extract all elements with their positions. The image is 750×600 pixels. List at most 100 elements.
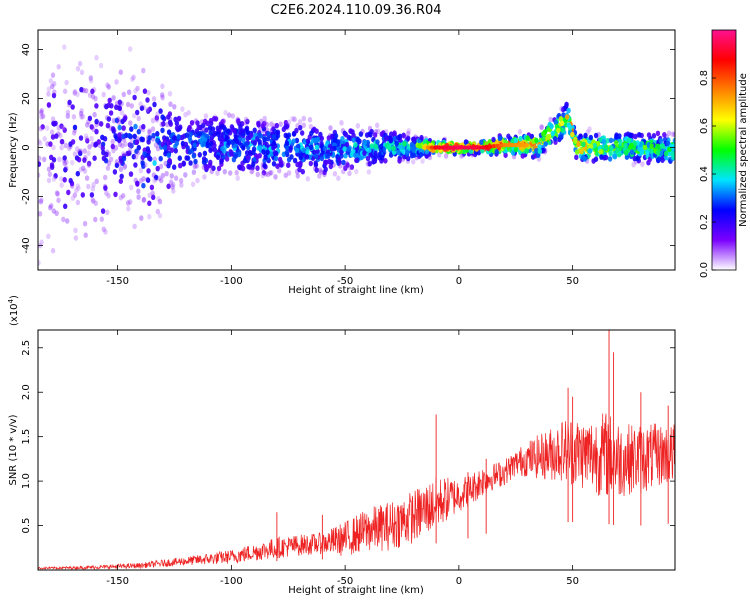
spectrogram-cell xyxy=(230,139,235,146)
spectrogram-cell xyxy=(92,111,97,118)
spectrogram-cell xyxy=(587,148,592,154)
spectrogram-cell xyxy=(263,154,268,160)
spectrogram-cell xyxy=(139,215,144,221)
spectrogram-cell xyxy=(629,149,635,155)
spectrogram-cell xyxy=(91,198,96,204)
spectrogram-cell xyxy=(56,125,61,131)
spectrogram-cell xyxy=(581,141,586,148)
spectrogram-cell xyxy=(345,162,350,168)
spectrogram-cell xyxy=(116,119,122,126)
spectrogram-cell xyxy=(210,126,216,132)
spectrogram-cell xyxy=(608,150,613,157)
spectrogram-cell xyxy=(201,159,207,165)
spectrogram-cell xyxy=(96,139,102,145)
spectrogram-cell xyxy=(79,86,84,93)
spectrogram-cell xyxy=(666,130,672,136)
spectrogram-cell xyxy=(107,97,112,104)
figure-title: C2E6.2024.110.09.36.R04 xyxy=(270,3,441,18)
spectrogram-cell xyxy=(152,101,157,108)
spectrogram-cell xyxy=(147,200,152,207)
y-tick-label: 2.5 xyxy=(21,340,32,356)
spectrogram-cell xyxy=(243,141,249,147)
spectrogram-cell xyxy=(537,148,543,154)
spectrogram-cell xyxy=(240,128,245,134)
spectrogram-cell xyxy=(603,154,609,161)
spectrogram-cell xyxy=(224,156,230,162)
spectrogram-cell xyxy=(133,162,138,168)
spectrogram-cell xyxy=(365,155,371,162)
spectrogram-cell xyxy=(355,123,361,129)
spectrogram-cell xyxy=(133,88,138,94)
spectrogram-cell xyxy=(149,184,155,191)
spectrogram-cell xyxy=(298,124,303,131)
spectrogram-cell xyxy=(105,165,111,171)
spectrogram-cell xyxy=(349,164,355,170)
y-tick-label: 40 xyxy=(21,43,32,56)
spectrogram-cell xyxy=(174,140,179,147)
spectrogram-cell xyxy=(132,94,137,101)
spectrogram-cell xyxy=(319,155,325,162)
spectrogram-cell xyxy=(47,171,53,178)
spectrogram-cell xyxy=(348,128,353,134)
spectrogram-cell xyxy=(75,146,80,152)
spectrogram-cell xyxy=(592,142,597,149)
spectrogram-cell xyxy=(173,175,179,181)
spectrogram-cell xyxy=(166,152,171,159)
spectrogram-cell xyxy=(135,181,140,187)
spectrogram-cell xyxy=(662,132,667,138)
spectrogram-cell xyxy=(167,157,172,164)
spectrogram-cell xyxy=(341,159,346,166)
spectrogram-cell xyxy=(284,123,289,130)
spectrogram-cell xyxy=(366,169,371,175)
spectrogram-cell xyxy=(106,84,112,90)
spectrogram-cell xyxy=(377,151,382,158)
spectrogram-cell xyxy=(271,145,276,151)
spectrogram-cell xyxy=(294,147,300,154)
spectrogram-cell xyxy=(151,132,156,139)
spectrogram-ridge-cell xyxy=(466,145,471,150)
y-tick-label: -20 xyxy=(21,188,32,204)
spectrogram-cell xyxy=(459,153,464,160)
spectrogram-cell xyxy=(125,200,131,206)
spectrogram-cell xyxy=(145,97,150,103)
snr-x-ticks: -150 -100 -50 0 50 xyxy=(106,330,579,587)
spectrogram-cell xyxy=(437,151,442,158)
spectrogram-cell xyxy=(201,164,207,171)
spectrogram-cell xyxy=(196,124,201,131)
spectrogram-cell xyxy=(103,185,108,191)
spectrogram-cell xyxy=(123,141,128,147)
spectrogram-ridge-cell xyxy=(429,145,435,150)
spectrogram-cell xyxy=(295,161,300,168)
spectrogram-cell xyxy=(145,106,150,113)
spectrogram-cell xyxy=(46,233,51,240)
spectrogram-cell xyxy=(138,101,143,107)
spectrogram-cell xyxy=(54,190,60,196)
spectrogram-cell xyxy=(513,146,519,153)
spectrogram-cell xyxy=(277,156,283,163)
spectrogram-cell xyxy=(383,158,388,164)
spectrogram-cell xyxy=(114,79,119,85)
spectrogram-cell xyxy=(162,144,168,151)
spectrogram-cell xyxy=(534,137,539,144)
spectrogram-cell xyxy=(404,134,409,141)
spectrogram-cell xyxy=(89,135,94,142)
spectrogram-cell xyxy=(83,133,89,139)
spectrogram-cell xyxy=(157,175,162,182)
snr-series xyxy=(38,330,675,570)
spectrogram-cell xyxy=(97,142,102,148)
spectrogram-cell xyxy=(50,72,56,78)
spectrogram-cell xyxy=(114,104,119,111)
spectrogram-cell xyxy=(573,138,578,144)
spectrogram-cell xyxy=(671,154,675,161)
spectrogram-panel: -150 -100 -50 0 50 -40 -20 0 20 40 Height of str… xyxy=(8,29,676,296)
spectrogram-cell xyxy=(419,134,424,141)
spectrogram-cell xyxy=(297,166,302,173)
spectrogram-cell xyxy=(304,154,310,160)
colorbar: 0.0 0.2 0.4 0.6 0.8 Normalized spectral ampl… xyxy=(699,29,749,278)
spectrogram-ridge-cell xyxy=(451,145,457,150)
spectrogram-cell xyxy=(655,130,661,137)
spectrogram-cell xyxy=(78,110,84,117)
spectrogram-cell xyxy=(256,122,261,128)
spectrogram-cell xyxy=(318,167,323,173)
spectrogram-cell xyxy=(129,142,134,149)
